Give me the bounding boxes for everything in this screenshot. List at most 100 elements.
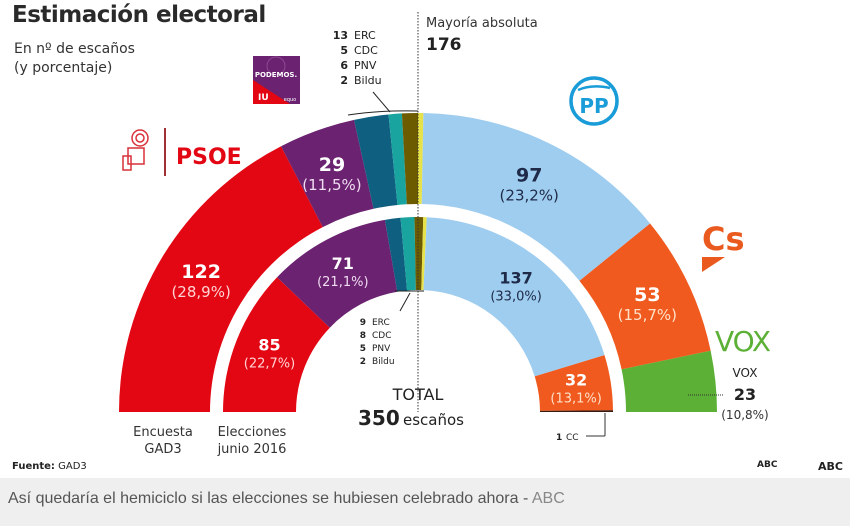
- outer-ring-gad3: [119, 113, 717, 413]
- segment-podemos: [277, 219, 398, 328]
- total-unit: escaños: [403, 411, 464, 429]
- outer-legend-bracket: [347, 110, 419, 116]
- legend-party: ERC: [372, 318, 390, 328]
- psoe-logo: PSOE: [122, 128, 242, 176]
- segment-pnv: [401, 113, 418, 205]
- legend-party: PNV: [372, 344, 391, 354]
- equo-logo-text: equo: [284, 97, 296, 103]
- legend-seats: 6: [340, 59, 348, 72]
- legend-seats: 5: [360, 344, 366, 354]
- segment-pct-label: (23,2%): [500, 187, 559, 205]
- caption-bar: [0, 478, 850, 526]
- segment-pp: [423, 217, 605, 377]
- outer-ring-label-line1: Encuesta: [133, 425, 193, 440]
- segment-cs: [534, 355, 613, 411]
- cc-seats: 1: [556, 433, 562, 443]
- legend-party: ERC: [354, 29, 376, 42]
- segment-pct-label: (21,1%): [317, 275, 368, 290]
- segment-psoe: [119, 146, 323, 413]
- legend-party: Bildu: [354, 74, 382, 87]
- subtitle-line-1: En nº de escaños: [14, 41, 135, 57]
- majority-value: 176: [426, 35, 462, 55]
- segment-cs: [579, 223, 711, 370]
- legend-seats: 13: [333, 29, 348, 42]
- legend-seats: 9: [360, 318, 366, 328]
- legend-party: CDC: [354, 44, 378, 57]
- image-caption: Así quedaría el hemiciclo si las eleccio…: [8, 490, 565, 508]
- segment-cc: [539, 410, 613, 412]
- segment-erc: [384, 217, 408, 292]
- segment-pct-label: (28,9%): [171, 283, 230, 301]
- segment-bildu: [421, 217, 427, 291]
- segment-seats-label: 97: [516, 165, 542, 187]
- pp-logo-text: PP: [579, 94, 608, 118]
- pp-logo: PP: [569, 76, 619, 126]
- segment-pnv: [414, 217, 424, 291]
- segment-vox: [621, 350, 717, 412]
- inner-ring-label-line1: Elecciones: [218, 425, 287, 440]
- segment-erc: [354, 114, 398, 209]
- segment-psoe: [223, 277, 330, 412]
- legend-seats: 5: [340, 44, 348, 57]
- segment-bildu: [418, 113, 424, 205]
- cs-triangle-icon: [702, 257, 725, 272]
- cc-party: CC: [566, 433, 579, 443]
- caption-source-link[interactable]: ABC: [531, 490, 565, 507]
- vox-callout-pct: (10,8%): [721, 408, 768, 422]
- segment-seats-label: 71: [332, 254, 354, 273]
- legend-party: PNV: [354, 59, 377, 72]
- total-label: TOTAL: [392, 385, 444, 404]
- inner-small-parties-legend: 9 ERC 8 CDC 5 PNV 2 Bildu: [360, 318, 395, 367]
- inner-ring-label-line2: junio 2016: [217, 442, 287, 457]
- rose-fist-icon: [122, 129, 149, 171]
- vox-callout-party: VOX: [733, 366, 758, 380]
- segment-pct-label: (15,7%): [618, 306, 677, 324]
- vox-callout-seats: 23: [734, 385, 756, 404]
- segment-seats-label: 32: [565, 371, 587, 390]
- subtitle-line-2: (y porcentaje): [14, 60, 113, 76]
- podemos-iu-logo: PODEMOS. IU equo: [253, 56, 300, 104]
- legend-seats: 2: [360, 357, 366, 367]
- legend-party: Bildu: [372, 357, 395, 367]
- segment-labels: 122(28,9%)29(11,5%) 97(23,2%)53(15,7%)85(…: [171, 154, 677, 407]
- iu-logo-text: IU: [258, 93, 269, 103]
- cs-logo: Cs: [702, 220, 745, 272]
- inner-ring-2016: [223, 217, 613, 412]
- legend-seats: 2: [340, 74, 348, 87]
- segment-seats-label: 53: [634, 284, 660, 306]
- segment-pp: [421, 113, 651, 281]
- cs-logo-text: Cs: [702, 220, 745, 258]
- chart-subtitle: En nº de escaños (y porcentaje): [14, 40, 135, 78]
- seagull-icon: [577, 85, 611, 92]
- abc-mark-large: ABC: [818, 460, 843, 473]
- psoe-logo-text: PSOE: [176, 145, 242, 170]
- total-value: 350: [358, 406, 400, 430]
- podemos-logo-text: PODEMOS.: [255, 71, 297, 79]
- segment-pct-label: (11,5%): [302, 176, 361, 194]
- outer-legend-pointer: [372, 91, 391, 113]
- abc-mark-small: ABC: [757, 460, 778, 470]
- segment-cdc: [400, 217, 416, 291]
- parliament-chart: Mayoría absoluta 176 13 ERC 5 CDC 6 PNV …: [119, 12, 772, 457]
- source-value: GAD3: [58, 461, 87, 472]
- segment-seats-label: 29: [319, 154, 345, 176]
- segment-pct-label: (33,0%): [490, 290, 541, 305]
- segment-seats-label: 137: [499, 269, 532, 288]
- chart-title: Estimación electoral: [12, 2, 266, 28]
- segment-seats-label: 85: [258, 335, 280, 354]
- segment-pct-label: (13,1%): [550, 392, 601, 407]
- inner-legend-pointer: [399, 292, 411, 312]
- segment-podemos: [281, 119, 374, 228]
- segment-cdc: [388, 113, 407, 206]
- vox-logo: VOX: [715, 325, 771, 358]
- caption-text: Así quedaría el hemiciclo si las eleccio…: [8, 490, 532, 507]
- outer-ring-label-line2: GAD3: [144, 442, 181, 457]
- segment-pct-label: (22,7%): [244, 356, 295, 371]
- majority-label: Mayoría absoluta: [426, 16, 538, 31]
- outer-small-parties-legend: 13 ERC 5 CDC 6 PNV 2 Bildu: [333, 29, 382, 87]
- segment-seats-label: 122: [181, 261, 221, 283]
- source-note: Fuente: GAD3: [12, 461, 87, 472]
- legend-seats: 8: [360, 331, 366, 341]
- legend-party: CDC: [372, 331, 392, 341]
- source-label: Fuente:: [12, 461, 55, 472]
